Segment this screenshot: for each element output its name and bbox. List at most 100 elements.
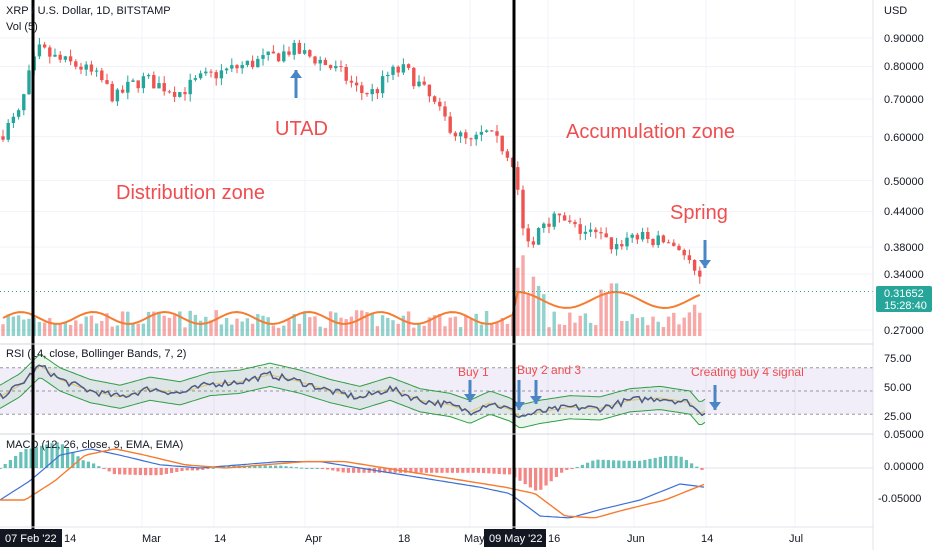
volume-bar bbox=[464, 316, 468, 336]
macd-tick: -0.05000 bbox=[878, 493, 921, 505]
candle-body bbox=[334, 66, 338, 69]
candle-body bbox=[417, 81, 421, 87]
volume-ma-line bbox=[2, 290, 701, 326]
candle-body bbox=[297, 42, 302, 54]
time-label: 14 bbox=[214, 533, 226, 545]
candle-body bbox=[474, 134, 478, 140]
macd-histogram-bar bbox=[144, 468, 148, 476]
volume-bar bbox=[328, 311, 333, 336]
candle-body bbox=[328, 65, 333, 69]
volume-label[interactable]: Vol (5) bbox=[6, 21, 38, 33]
annotation-distribution: Distribution zone bbox=[116, 182, 265, 204]
price-axis[interactable]: 0.90000 0.80000 0.70000 0.60000 0.50000 … bbox=[884, 33, 924, 337]
macd-histogram-bar bbox=[19, 452, 23, 468]
macd-histogram-bar bbox=[565, 468, 569, 470]
annotation-buy23: Buy 2 and 3 bbox=[517, 363, 581, 377]
volume-bar bbox=[640, 317, 645, 336]
arrow-spring-head bbox=[699, 260, 711, 268]
candle-body bbox=[146, 75, 151, 77]
volume-bar bbox=[547, 327, 551, 336]
candle-body bbox=[557, 213, 562, 216]
time-label: 18 bbox=[398, 533, 410, 545]
macd-histogram-bar bbox=[466, 468, 470, 473]
candle-body bbox=[536, 228, 541, 245]
macd-histogram-bar bbox=[289, 466, 293, 468]
annotation-spring: Spring bbox=[670, 202, 728, 224]
volume-bar bbox=[204, 316, 208, 336]
candle-body bbox=[526, 228, 530, 242]
volume-bar bbox=[308, 317, 312, 336]
candle-body bbox=[261, 55, 265, 59]
volume-bar bbox=[562, 324, 567, 336]
candle-body bbox=[266, 51, 270, 56]
macd-histogram-bar bbox=[71, 452, 75, 468]
volume-bar bbox=[422, 325, 426, 336]
candle-body bbox=[375, 89, 380, 94]
volume-bar bbox=[271, 325, 276, 336]
macd-histogram-bar bbox=[45, 444, 49, 468]
macd-title[interactable]: MACD (12, 26, close, 9, EMA, EMA) bbox=[6, 439, 183, 451]
macd-histogram-bar bbox=[268, 465, 272, 468]
rsi-title[interactable]: RSI (14, close, Bollinger Bands, 7, 2) bbox=[6, 348, 186, 360]
volume-bar bbox=[692, 304, 697, 336]
macd-pane bbox=[0, 442, 873, 519]
macd-histogram-bar bbox=[326, 468, 330, 470]
time-axis[interactable]: 14 Mar 14 Apr 18 May 16 Jun 14 Jul 07 Fe… bbox=[0, 529, 803, 547]
time-label: 14 bbox=[64, 533, 76, 545]
macd-histogram-bar bbox=[305, 468, 309, 469]
macd-histogram-bar bbox=[502, 468, 506, 475]
macd-histogram-bar bbox=[632, 460, 636, 468]
macd-histogram-bar bbox=[320, 468, 324, 469]
macd-histogram-bar bbox=[508, 468, 512, 475]
candle-body bbox=[448, 116, 452, 133]
candle-body bbox=[188, 79, 192, 95]
candle-body bbox=[547, 223, 551, 227]
macd-histogram-bar bbox=[471, 468, 475, 473]
volume-bar bbox=[370, 313, 374, 336]
candle-body bbox=[198, 73, 203, 79]
volume-bar bbox=[505, 323, 510, 336]
macd-histogram-bar bbox=[643, 459, 647, 468]
arrow-buy1-head bbox=[464, 394, 476, 402]
volume-bar bbox=[209, 320, 213, 336]
last-price-badge: 0.31652 15:28:40 bbox=[876, 286, 932, 312]
candle-body bbox=[588, 229, 593, 232]
macd-histogram-bar bbox=[196, 468, 200, 471]
volume-bar bbox=[256, 314, 260, 336]
macd-axis: 0.05000 0.00000 -0.05000 bbox=[878, 429, 924, 505]
candle-body bbox=[250, 60, 255, 68]
candle-body bbox=[214, 72, 218, 79]
volume-bar bbox=[183, 327, 187, 336]
volume-bar bbox=[16, 315, 21, 336]
price-tick: 0.27000 bbox=[884, 325, 924, 337]
volume-bar bbox=[224, 317, 229, 336]
macd-histogram-bar bbox=[378, 468, 382, 473]
macd-histogram-bar bbox=[518, 468, 522, 481]
macd-histogram-bar bbox=[388, 468, 392, 473]
rsi-pane bbox=[0, 354, 873, 429]
macd-histogram-bar bbox=[133, 468, 137, 475]
rsi-bollinger-fill bbox=[0, 354, 705, 428]
candle-body bbox=[396, 66, 400, 73]
macd-histogram-bar bbox=[528, 468, 532, 488]
candle-body bbox=[318, 59, 322, 64]
volume-bar bbox=[360, 310, 364, 336]
candle-body bbox=[640, 231, 645, 240]
macd-histogram-bar bbox=[544, 468, 548, 486]
candle-body bbox=[391, 66, 395, 75]
candle-body bbox=[167, 91, 172, 93]
price-tick: 0.80000 bbox=[884, 61, 924, 73]
symbol-title[interactable]: XRP / U.S. Dollar, 1D, BITSTAMP bbox=[6, 5, 171, 17]
rsi-tick: 25.00 bbox=[884, 411, 912, 423]
candle-body bbox=[458, 132, 463, 137]
candle-body bbox=[427, 84, 432, 97]
volume-bar bbox=[167, 317, 172, 336]
candle-body bbox=[521, 189, 525, 229]
macd-histogram-bar bbox=[695, 466, 699, 468]
volume-bar bbox=[27, 318, 31, 336]
macd-histogram-bar bbox=[274, 465, 278, 468]
macd-histogram-bar bbox=[450, 468, 454, 473]
macd-histogram-bar bbox=[222, 465, 226, 468]
